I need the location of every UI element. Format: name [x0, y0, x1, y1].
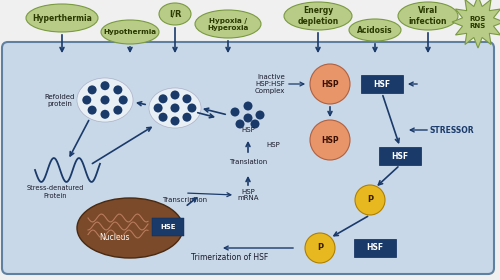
Text: ROS
RNS: ROS RNS [470, 15, 486, 29]
Ellipse shape [77, 78, 133, 122]
Text: HSP: HSP [321, 80, 339, 88]
Text: I/R: I/R [169, 10, 181, 18]
Circle shape [158, 113, 168, 122]
Circle shape [100, 95, 110, 104]
Circle shape [170, 104, 179, 113]
Text: Translation: Translation [229, 159, 267, 165]
Ellipse shape [195, 10, 261, 38]
Circle shape [118, 95, 128, 104]
Text: HSF: HSF [366, 244, 384, 253]
Text: HSF: HSF [374, 80, 390, 88]
Text: Stress-denatured
Protein: Stress-denatured Protein [26, 186, 84, 199]
Circle shape [114, 106, 122, 115]
Circle shape [244, 113, 252, 123]
Ellipse shape [101, 20, 159, 44]
Ellipse shape [159, 3, 191, 25]
Ellipse shape [349, 19, 401, 41]
Circle shape [100, 110, 110, 119]
Circle shape [114, 85, 122, 94]
Ellipse shape [149, 88, 201, 128]
Polygon shape [452, 0, 500, 48]
Circle shape [88, 85, 96, 94]
Text: Inactive
HSP:HSF
Complex: Inactive HSP:HSF Complex [254, 74, 285, 94]
Circle shape [230, 108, 239, 116]
Circle shape [88, 106, 96, 115]
Text: HSP: HSP [321, 136, 339, 144]
Text: Refolded
protein: Refolded protein [45, 94, 75, 106]
Circle shape [188, 104, 196, 113]
Circle shape [310, 120, 350, 160]
FancyBboxPatch shape [361, 75, 403, 93]
Text: HSF: HSF [392, 151, 408, 160]
FancyBboxPatch shape [354, 239, 396, 257]
Circle shape [154, 104, 162, 113]
Text: Nucleus: Nucleus [100, 234, 130, 242]
FancyBboxPatch shape [152, 218, 184, 236]
Text: Viral
infection: Viral infection [409, 6, 448, 26]
Circle shape [182, 94, 192, 103]
Ellipse shape [26, 4, 98, 32]
FancyBboxPatch shape [379, 147, 421, 165]
Circle shape [310, 64, 350, 104]
Circle shape [355, 185, 385, 215]
Circle shape [182, 113, 192, 122]
Circle shape [250, 120, 260, 129]
Text: HSE: HSE [160, 224, 176, 230]
Text: Transcription: Transcription [162, 197, 208, 203]
Text: Hypothermia: Hypothermia [104, 29, 156, 35]
Circle shape [82, 95, 92, 104]
Text: Hyperthermia: Hyperthermia [32, 13, 92, 22]
Circle shape [244, 102, 252, 111]
FancyBboxPatch shape [2, 42, 494, 274]
Text: HSP
mRNA: HSP mRNA [238, 188, 259, 202]
Text: Hypoxia /
Hyperoxia: Hypoxia / Hyperoxia [208, 18, 248, 31]
Circle shape [158, 94, 168, 103]
Circle shape [305, 233, 335, 263]
Text: Trimerization of HSF: Trimerization of HSF [192, 253, 268, 263]
Ellipse shape [77, 198, 183, 258]
Text: Energy
depletion: Energy depletion [298, 6, 339, 26]
Text: Acidosis: Acidosis [357, 25, 393, 34]
Circle shape [170, 116, 179, 125]
Text: P: P [317, 244, 323, 253]
Text: HSP: HSP [241, 127, 255, 133]
Circle shape [100, 81, 110, 90]
Circle shape [256, 111, 264, 120]
Text: P: P [367, 195, 373, 204]
Circle shape [170, 90, 179, 99]
Circle shape [236, 120, 244, 129]
Text: HSP: HSP [266, 142, 280, 148]
Text: STRESSOR: STRESSOR [430, 125, 474, 134]
Ellipse shape [398, 2, 458, 30]
Ellipse shape [284, 2, 352, 30]
